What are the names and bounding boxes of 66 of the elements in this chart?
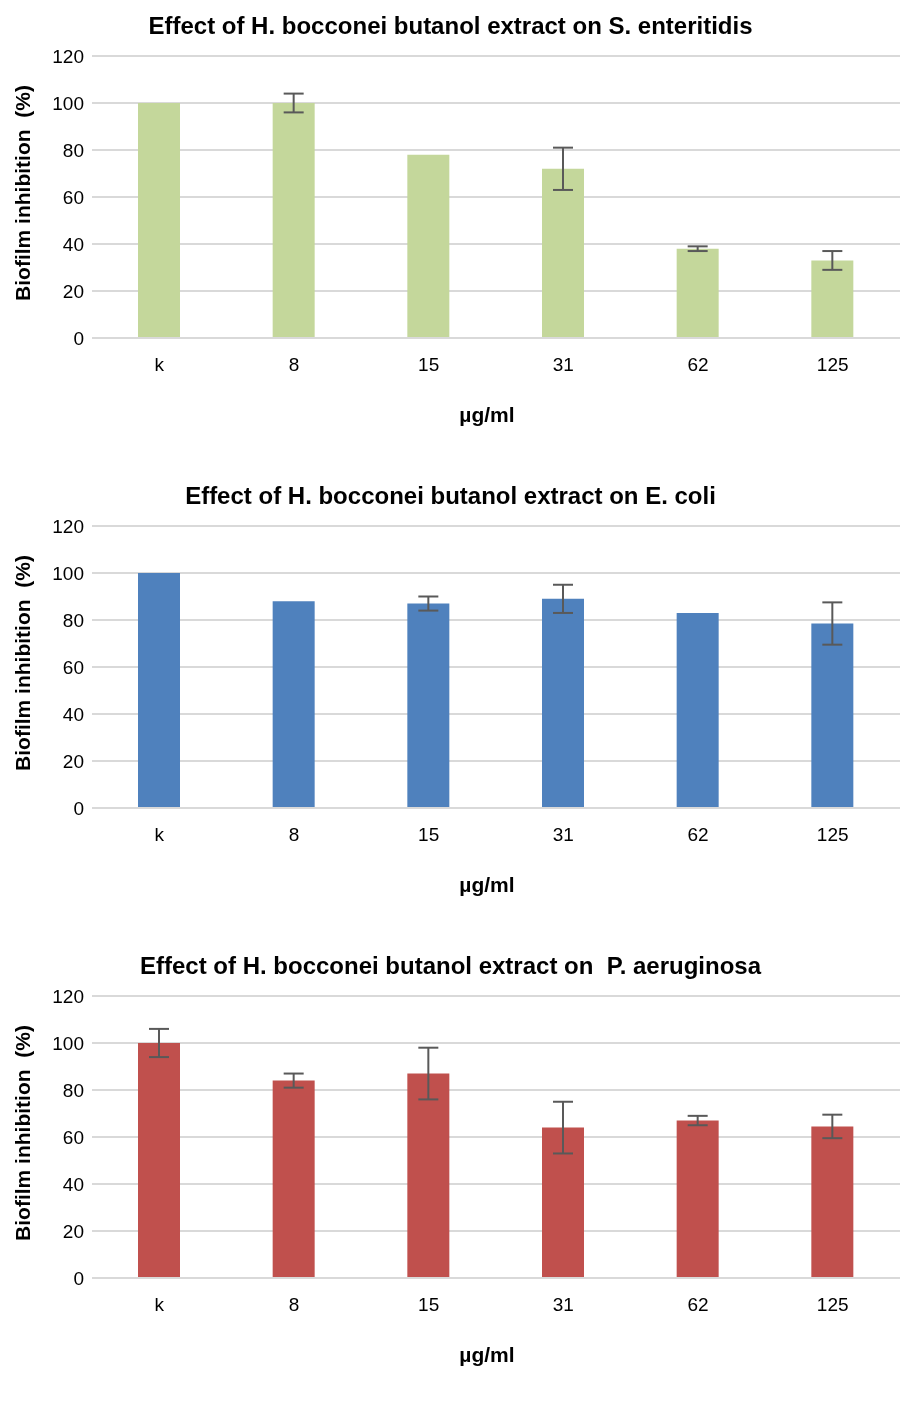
y-tick-label: 100 <box>52 1032 84 1054</box>
bar <box>542 1127 584 1278</box>
x-axis-title: µg/ml <box>458 873 516 897</box>
bar <box>811 260 854 338</box>
x-tick-label: 15 <box>418 1294 440 1316</box>
y-axis-title: Biofilm inhibition (%) <box>11 555 35 771</box>
x-tick-label: k <box>154 824 165 846</box>
x-tick-label: 15 <box>418 354 440 376</box>
x-axis-title: µg/ml <box>458 403 516 427</box>
bar <box>542 598 584 808</box>
x-tick-label: k <box>154 354 165 376</box>
x-tick-label: 62 <box>687 354 709 376</box>
x-tick-label: k <box>154 1294 165 1316</box>
x-axis-title: µg/ml <box>458 1343 516 1367</box>
bar <box>676 1120 719 1278</box>
y-tick-label: 40 <box>62 233 84 255</box>
y-tick-label: 120 <box>52 45 84 67</box>
x-tick-label: 31 <box>552 824 574 846</box>
bar <box>407 1073 450 1278</box>
x-tick-label: 8 <box>288 1294 300 1316</box>
y-tick-label: 100 <box>52 92 84 114</box>
bar <box>676 248 719 338</box>
x-tick-label: 8 <box>288 824 300 846</box>
bar <box>407 603 450 808</box>
bar <box>272 1080 315 1278</box>
y-tick-label: 120 <box>52 515 84 537</box>
bar <box>138 573 180 808</box>
x-tick-label: 125 <box>816 1294 849 1316</box>
x-tick-label: 62 <box>687 1294 709 1316</box>
y-tick-label: 0 <box>73 327 84 349</box>
y-tick-label: 20 <box>62 1220 84 1242</box>
y-axis-title: Biofilm inhibition (%) <box>11 1025 35 1241</box>
bar <box>407 154 450 338</box>
x-tick-label: 125 <box>816 354 849 376</box>
y-tick-label: 80 <box>62 1079 84 1101</box>
x-tick-label: 31 <box>552 1294 574 1316</box>
x-tick-label: 15 <box>418 824 440 846</box>
y-tick-label: 120 <box>52 985 84 1007</box>
y-tick-label: 0 <box>73 1267 84 1289</box>
y-tick-label: 100 <box>52 562 84 584</box>
chart-title: Effect of H. bocconei butanol extract on S. enteritidis <box>148 12 753 39</box>
y-tick-label: 60 <box>62 656 84 678</box>
bar <box>272 601 315 808</box>
chart-title: Effect of H. bocconei butanol extract on E. coli <box>185 482 716 509</box>
bar <box>811 623 854 808</box>
y-tick-label: 60 <box>62 1126 84 1148</box>
y-tick-label: 60 <box>62 186 84 208</box>
y-tick-label: 20 <box>62 750 84 772</box>
bar <box>138 1043 180 1278</box>
y-axis-title: Biofilm inhibition (%) <box>11 85 35 301</box>
bar <box>542 168 584 338</box>
y-tick-label: 20 <box>62 280 84 302</box>
y-tick-label: 80 <box>62 139 84 161</box>
y-tick-label: 80 <box>62 609 84 631</box>
x-tick-label: 31 <box>552 354 574 376</box>
chart-title: Effect of H. bocconei butanol extract on P. aeruginosa <box>140 952 761 979</box>
bar <box>676 612 719 808</box>
bar <box>811 1126 854 1278</box>
x-tick-label: 125 <box>816 824 849 846</box>
bar <box>272 103 315 338</box>
bar <box>138 103 180 338</box>
x-tick-label: 8 <box>288 354 300 376</box>
x-tick-label: 62 <box>687 824 709 846</box>
y-tick-label: 0 <box>73 797 84 819</box>
y-tick-label: 40 <box>62 1173 84 1195</box>
y-tick-label: 40 <box>62 703 84 725</box>
